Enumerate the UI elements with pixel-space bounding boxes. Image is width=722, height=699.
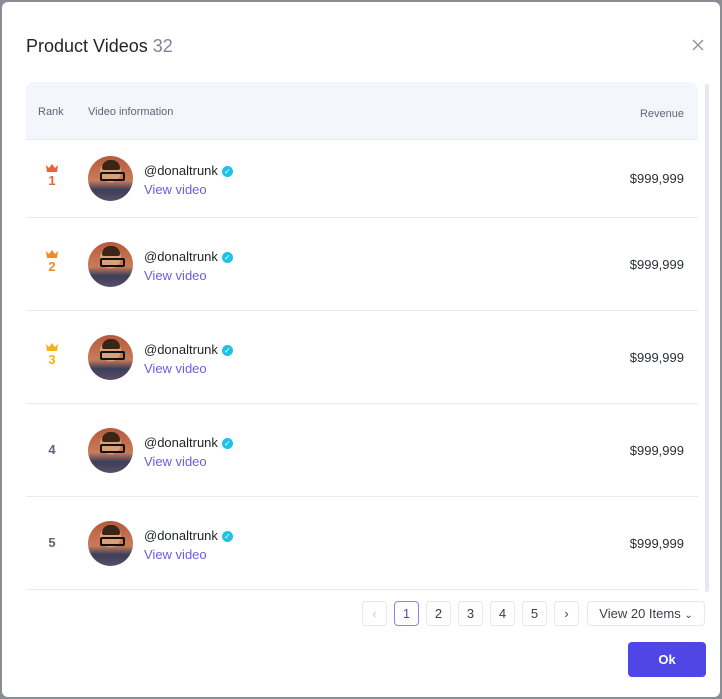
rank-number: 5 bbox=[48, 534, 56, 550]
rank-number: 3 bbox=[48, 351, 56, 367]
page-button-4[interactable]: 4 bbox=[490, 601, 515, 626]
verified-icon: ✓ bbox=[221, 344, 233, 356]
rank-badge: 4 bbox=[26, 442, 78, 457]
header-video-information: Video information bbox=[88, 106, 174, 118]
creator-handle[interactable]: @donaltrunk ✓ bbox=[144, 528, 233, 543]
scrollbar[interactable] bbox=[705, 84, 709, 592]
rank-number: 2 bbox=[48, 258, 56, 274]
revenue-value: $999,999 bbox=[629, 442, 684, 458]
creator-handle[interactable]: @donaltrunk ✓ bbox=[144, 163, 233, 178]
rank-badge: 5 bbox=[26, 535, 78, 550]
close-icon[interactable] bbox=[690, 37, 706, 53]
header-rank: Rank bbox=[38, 106, 64, 118]
page-size-select[interactable]: View 20 Items ⌄ bbox=[587, 601, 705, 626]
verified-icon: ✓ bbox=[221, 437, 233, 449]
view-video-link[interactable]: View video bbox=[144, 360, 207, 376]
avatar bbox=[88, 334, 133, 380]
view-video-link[interactable]: View video bbox=[144, 182, 207, 197]
creator-handle[interactable]: @donaltrunk ✓ bbox=[144, 435, 233, 450]
verified-icon: ✓ bbox=[221, 530, 233, 542]
rank-number: 4 bbox=[48, 441, 56, 457]
rank-badge: 2 bbox=[26, 249, 78, 274]
rank-badge: 3 bbox=[26, 342, 78, 367]
table-row: 5 @donaltrunk ✓ View video $999,999 bbox=[26, 497, 698, 590]
revenue-value: $999,999 bbox=[629, 171, 684, 186]
creator-handle[interactable]: @donaltrunk ✓ bbox=[144, 342, 233, 357]
page-button-2[interactable]: 2 bbox=[426, 601, 451, 626]
page-button-1[interactable]: 1 bbox=[394, 601, 419, 626]
verified-icon: ✓ bbox=[221, 166, 233, 177]
video-count: 32 bbox=[152, 36, 173, 56]
avatar bbox=[88, 241, 133, 287]
view-video-link[interactable]: View video bbox=[144, 546, 207, 562]
creator-handle[interactable]: @donaltrunk ✓ bbox=[144, 249, 233, 264]
crown-icon bbox=[46, 342, 58, 351]
ok-button[interactable]: Ok bbox=[628, 642, 706, 677]
page-button-5[interactable]: 5 bbox=[522, 601, 547, 626]
header-revenue: Revenue bbox=[639, 108, 684, 120]
verified-icon: ✓ bbox=[221, 251, 233, 263]
revenue-value: $999,999 bbox=[629, 349, 684, 365]
avatar bbox=[88, 156, 133, 201]
crown-icon bbox=[46, 164, 58, 172]
table-row: 1 @donaltrunk ✓ View video $999,999 bbox=[26, 140, 698, 218]
table-row: 4 @donaltrunk ✓ View video $999,999 bbox=[26, 404, 698, 497]
view-video-link[interactable]: View video bbox=[144, 453, 207, 469]
rank-badge: 1 bbox=[26, 163, 78, 188]
page-button-3[interactable]: 3 bbox=[458, 601, 483, 626]
revenue-value: $999,999 bbox=[629, 256, 684, 272]
avatar bbox=[88, 520, 133, 566]
revenue-value: $999,999 bbox=[629, 535, 684, 551]
view-video-link[interactable]: View video bbox=[144, 267, 207, 283]
prev-page-button[interactable]: ‹ bbox=[362, 601, 387, 626]
table-row: 2 @donaltrunk ✓ View video $999,999 bbox=[26, 218, 698, 311]
table-row: 3 @donaltrunk ✓ View video $999,999 bbox=[26, 311, 698, 404]
chevron-down-icon: ⌄ bbox=[684, 610, 693, 621]
rank-number: 1 bbox=[48, 173, 56, 188]
next-page-button[interactable]: › bbox=[554, 601, 579, 626]
videos-table: Rank Video information Revenue 1 @donalt… bbox=[26, 82, 698, 590]
avatar bbox=[88, 427, 133, 473]
dialog-title: Product Videos 32 bbox=[26, 36, 173, 56]
table-header: Rank Video information Revenue bbox=[26, 82, 698, 140]
crown-icon bbox=[46, 249, 58, 258]
